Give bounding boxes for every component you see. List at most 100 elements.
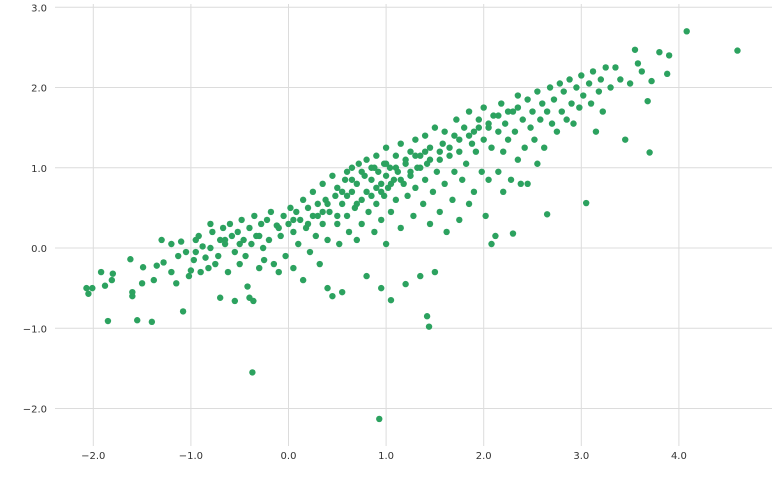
scatter-point [500,188,507,196]
scatter-point [425,323,433,330]
scatter-point [492,232,499,240]
scatter-point [509,230,517,237]
scatter-point [199,243,206,250]
scatter-point [392,164,400,171]
x-tick-label: −2.0 [81,451,105,462]
scatter-point [275,224,282,232]
scatter-point [228,232,236,240]
scatter-point [138,280,146,287]
x-axis-tick-labels: −2.0 −1.0 0.0 1.0 2.0 3.0 4.0 [81,451,687,462]
scatter-point [231,297,239,305]
y-tick-label: 1.0 [31,164,47,175]
scatter-point [353,236,361,244]
scatter-point [580,92,587,99]
scatter-point [355,160,362,167]
scatter-point [256,264,263,272]
scatter-point [553,128,561,135]
scatter-point [472,148,480,155]
scatter-point [480,104,487,111]
scatter-point [187,267,195,274]
scatter-point [197,268,204,276]
scatter-point [451,168,458,175]
scatter-point [290,228,297,236]
scatter-point [582,199,590,207]
scatter-point [343,168,351,175]
scatter-point [631,46,639,53]
scatter-point [270,260,278,268]
scatter-point [387,208,395,216]
scatter-point [402,156,409,163]
scatter-point [226,220,234,228]
scatter-point [238,216,245,224]
scatter-point [537,116,544,123]
scatter-point [177,238,185,245]
scatter-point [363,156,370,163]
scatter-point [402,280,409,288]
scatter-point [304,220,312,228]
scatter-point [378,284,385,292]
scatter-point [397,176,404,183]
scatter-point [168,268,175,276]
scatter-point [546,84,554,91]
scatter-point [277,232,284,240]
scatter-points [83,28,741,423]
scatter-point [431,268,439,276]
scatter-point [290,216,297,224]
scatter-point [417,152,424,159]
scatter-point [451,132,458,139]
scatter-point [412,136,419,143]
scatter-point [426,144,434,151]
scatter-point [179,308,187,315]
scatter-point [83,284,90,292]
scatter-point [324,200,331,208]
scatter-point [527,124,534,131]
scatter-point [248,240,255,248]
scatter-point [234,228,241,236]
scatter-point [244,283,251,290]
scatter-point [353,180,361,187]
scatter-point [648,77,655,85]
scatter-point [153,262,160,269]
scatter-point [368,192,375,200]
scatter-point [456,216,463,224]
scatter-point [185,272,193,280]
y-tick-label: 3.0 [31,3,47,14]
scatter-point [299,196,307,204]
scatter-point [127,256,134,263]
scatter-point [329,172,336,179]
scatter-point [548,120,556,127]
scatter-point [348,176,356,183]
scatter-point [392,196,400,204]
scatter-point [175,252,182,260]
scatter-point [378,216,385,224]
scatter-point [683,28,690,35]
scatter-point [441,180,448,187]
scatter-point [485,176,492,183]
y-tick-label: 2.0 [31,84,47,95]
scatter-point [419,200,427,208]
scatter-point [134,317,141,324]
scatter-point [348,164,356,171]
scatter-point [514,92,522,99]
scatter-point [612,64,619,71]
scatter-point [293,208,300,216]
scatter-point [150,276,158,284]
scatter-point [495,168,502,175]
scatter-point [257,220,265,228]
scatter-point [363,188,370,196]
scatter-point [482,212,489,220]
scatter-point [242,252,249,260]
scatter-point [470,128,478,135]
scatter-point [514,104,522,111]
scatter-point [373,152,380,159]
scatter-point [539,100,546,107]
scatter-point [585,80,593,87]
scatter-point [285,220,292,228]
scatter-point [465,200,473,208]
scatter-point [576,104,583,111]
scatter-point [431,124,439,131]
scatter-point [319,220,326,228]
scatter-point [353,200,361,208]
scatter-point [312,232,320,240]
